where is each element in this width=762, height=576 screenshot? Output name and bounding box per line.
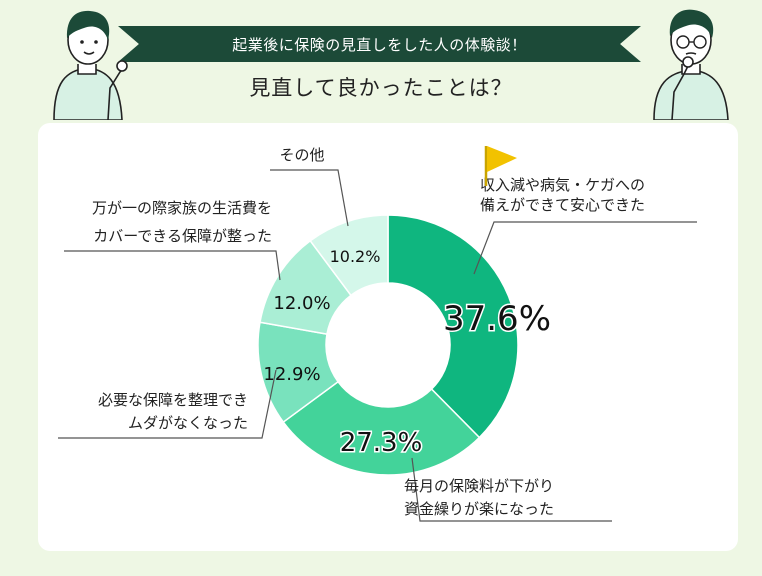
leader-line-1 [411, 457, 612, 522]
callout-label-0-1: 備えができて安心できた [480, 196, 645, 214]
page-subtitle: 見直して良かったことは？ [249, 76, 513, 100]
leader-line-0 [473, 221, 697, 275]
callout-label-0-0: 収入減や病気・ケガへの [480, 176, 645, 194]
value-label-2: 12.9% [263, 364, 320, 385]
callout-label-2-0: 必要な保障を整理でき [98, 391, 248, 409]
person-left-icon [53, 10, 128, 120]
chart-card [38, 123, 738, 551]
leader-line-2 [58, 369, 277, 439]
pie-slice-1 [282, 380, 481, 476]
banner-title: 起業後に保険の見直しをした人の体験談！ [232, 35, 527, 54]
title-banner: 起業後に保険の見直しをした人の体験談！ [118, 26, 641, 62]
callout-label-1-1: 資金繰りが楽になった [404, 500, 554, 518]
value-label-3: 12.0% [273, 293, 330, 314]
callout-label-3-0: 万が一の際家族の生活費を [92, 199, 272, 217]
pie-slice-4 [309, 214, 389, 297]
leader-line-3 [64, 250, 281, 281]
value-label-0: 37.6% [443, 299, 551, 339]
value-label-4: 10.2% [330, 247, 381, 266]
callout-label-2-1: ムダがなくなった [128, 414, 248, 432]
pie-slice-0 [387, 214, 519, 439]
leader-line-4 [270, 169, 349, 227]
value-label-1: 27.3% [340, 428, 423, 458]
callout-label-3-1: カバーできる保障が整った [93, 227, 272, 245]
person-right-icon [653, 9, 729, 120]
callout-label-4-0: その他 [279, 146, 324, 164]
flag-icon [484, 146, 517, 186]
callout-label-1-0: 毎月の保険料が下がり [404, 477, 554, 495]
flag-cloth [487, 146, 517, 172]
